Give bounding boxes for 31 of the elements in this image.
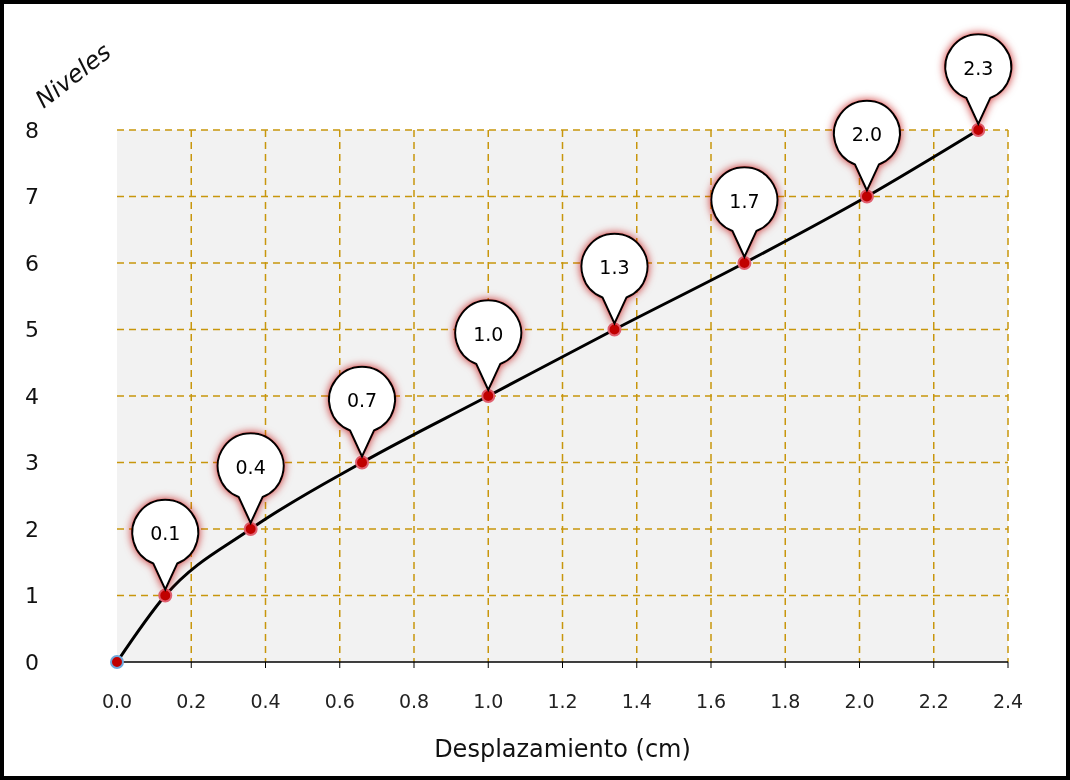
x-tick-label: 2.4	[992, 690, 1024, 712]
y-tick-label: 6	[25, 250, 39, 276]
x-tick-label: 1.0	[473, 690, 504, 712]
x-tick-label: 0.4	[250, 690, 281, 712]
x-tick-label: 1.4	[621, 690, 652, 712]
annotation: 2.0	[851, 123, 883, 146]
x-tick-label: 0.8	[398, 690, 430, 712]
y-tick-label: 7	[25, 184, 39, 210]
x-tick-label: 0.2	[176, 690, 207, 712]
x-tick-label: 2.2	[918, 690, 949, 712]
y-tick-label: 2	[25, 516, 39, 542]
y-tick-label: 3	[25, 450, 39, 476]
annotation: 2.3	[963, 56, 994, 79]
x-tick-label: 0.0	[101, 690, 133, 712]
x-tick-label: 1.2	[547, 690, 578, 712]
y-tick-label: 1	[25, 583, 39, 609]
annotation: 1.0	[473, 322, 504, 345]
y-tick-label: 0	[25, 649, 39, 675]
annotation: 0.1	[150, 522, 181, 545]
x-tick-label: 2.0	[844, 690, 875, 712]
annotation: 1.7	[729, 189, 760, 212]
y-tick-label: 4	[25, 383, 39, 409]
x-tick-label: 1.8	[770, 690, 801, 712]
y-tick-label: 8	[25, 117, 39, 143]
annotation: 0.4	[235, 455, 266, 478]
y-tick-label: 5	[25, 317, 39, 343]
x-axis-title: Desplazamiento (cm)	[434, 735, 691, 763]
annotation: 1.3	[599, 256, 630, 279]
annotation: 0.7	[346, 389, 378, 412]
x-tick-label: 1.6	[695, 690, 727, 712]
x-tick-label: 0.6	[324, 690, 355, 712]
